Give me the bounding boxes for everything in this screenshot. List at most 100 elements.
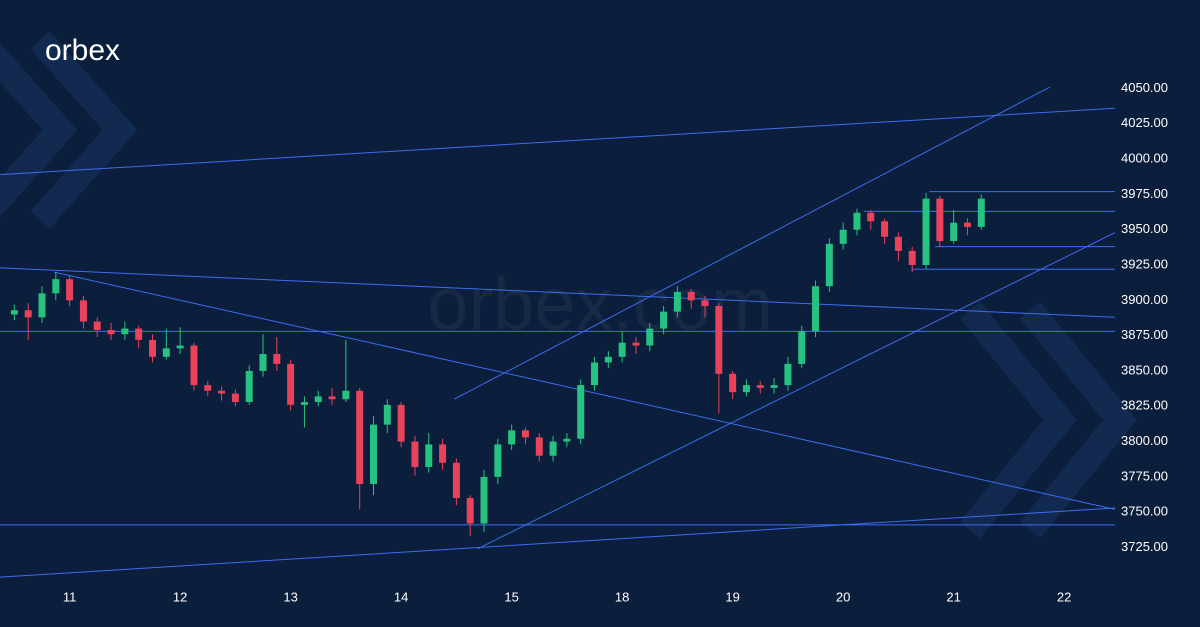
candle-body xyxy=(273,354,281,364)
chevron xyxy=(1019,301,1137,539)
candle-body xyxy=(300,402,308,405)
candle-body xyxy=(632,342,640,346)
candle-body xyxy=(825,243,833,287)
x-tick-label: 14 xyxy=(394,589,408,604)
y-tick-label: 3875.00 xyxy=(1121,327,1168,342)
candle-body xyxy=(508,430,516,445)
trend-line xyxy=(0,107,1115,176)
candle-body xyxy=(908,250,916,266)
candle-body xyxy=(452,462,460,499)
candle-body xyxy=(466,498,474,524)
candle-body xyxy=(135,328,143,340)
candle-body xyxy=(328,396,336,400)
y-tick-label: 3950.00 xyxy=(1121,221,1168,236)
candle-body xyxy=(24,310,32,318)
candle-body xyxy=(231,393,239,403)
x-tick-label: 19 xyxy=(725,589,739,604)
x-tick-label: 18 xyxy=(615,589,629,604)
candle-body xyxy=(107,330,115,335)
candle-body xyxy=(742,385,750,393)
candle-body xyxy=(397,404,405,442)
x-tick-label: 21 xyxy=(946,589,960,604)
candle-body xyxy=(936,198,944,242)
candle-body xyxy=(383,404,391,425)
candle-body xyxy=(549,441,557,456)
y-tick-label: 4000.00 xyxy=(1121,151,1168,166)
candle-body xyxy=(439,444,447,463)
candle-body xyxy=(756,385,764,388)
trend-line xyxy=(54,271,1115,510)
candle-body xyxy=(204,385,212,391)
candle-body xyxy=(922,198,930,266)
candle-body xyxy=(977,198,985,227)
x-tick-label: 12 xyxy=(173,589,187,604)
candle-body xyxy=(701,300,709,306)
candle-body xyxy=(950,222,958,242)
y-tick-label: 3775.00 xyxy=(1121,468,1168,483)
candle-body xyxy=(342,390,350,400)
chevron xyxy=(30,31,138,229)
candle-body xyxy=(121,328,129,335)
y-tick-label: 3750.00 xyxy=(1121,504,1168,519)
candle-body xyxy=(729,373,737,393)
candle-body xyxy=(812,286,820,332)
candle-body xyxy=(563,438,571,442)
candle-body xyxy=(245,370,253,403)
axes: 3725.00 3750.00 3775.00 3800.00 3825.00 3850.… xyxy=(63,80,1168,605)
trend-line xyxy=(0,267,1115,318)
candle-body xyxy=(218,390,226,394)
candle-body xyxy=(577,385,585,439)
candle-body xyxy=(660,311,668,329)
candle-body xyxy=(521,430,529,438)
candle-body xyxy=(480,476,488,524)
plot-area xyxy=(0,86,1115,578)
candle-body xyxy=(881,221,889,237)
logo: orbex xyxy=(45,34,120,67)
candle-body xyxy=(93,321,101,330)
y-tick-label: 3900.00 xyxy=(1121,292,1168,307)
candle-body xyxy=(148,339,156,357)
x-tick-label: 11 xyxy=(63,589,77,604)
candle-body xyxy=(314,396,322,403)
candle-body xyxy=(356,390,364,484)
candle-body xyxy=(10,310,18,315)
chevron xyxy=(0,42,78,218)
y-tick-label: 4050.00 xyxy=(1121,80,1168,95)
candle-body xyxy=(963,222,971,227)
candle-body xyxy=(853,212,861,230)
candle-body xyxy=(259,354,267,371)
decoration xyxy=(0,31,1137,539)
y-tick-label: 3800.00 xyxy=(1121,433,1168,448)
y-tick-label: 3725.00 xyxy=(1121,539,1168,554)
candle-body xyxy=(604,356,612,363)
y-tick-label: 3975.00 xyxy=(1121,186,1168,201)
y-tick-label: 3925.00 xyxy=(1121,256,1168,271)
x-tick-label: 13 xyxy=(283,589,297,604)
y-tick-label: 3825.00 xyxy=(1121,398,1168,413)
x-tick-label: 22 xyxy=(1057,589,1071,604)
candle-body xyxy=(287,363,295,405)
candle-body xyxy=(66,279,74,301)
candle-body xyxy=(770,385,778,388)
candle-body xyxy=(646,328,654,346)
chevron xyxy=(959,301,1077,539)
candle-body xyxy=(79,300,87,322)
candle-body xyxy=(784,363,792,386)
trend-line xyxy=(477,232,1115,550)
candle-body xyxy=(618,342,626,357)
candle-body xyxy=(715,305,723,374)
candle-body xyxy=(52,279,60,294)
trend-line xyxy=(0,507,1115,578)
candle-body xyxy=(839,229,847,244)
x-tick-label: 15 xyxy=(504,589,518,604)
candle-body xyxy=(535,437,543,456)
candle-body xyxy=(867,212,875,222)
trend-line xyxy=(453,86,1051,400)
candle-body xyxy=(411,441,419,468)
candle-body xyxy=(190,345,198,386)
candle-body xyxy=(894,236,902,251)
candle-body xyxy=(425,444,433,468)
